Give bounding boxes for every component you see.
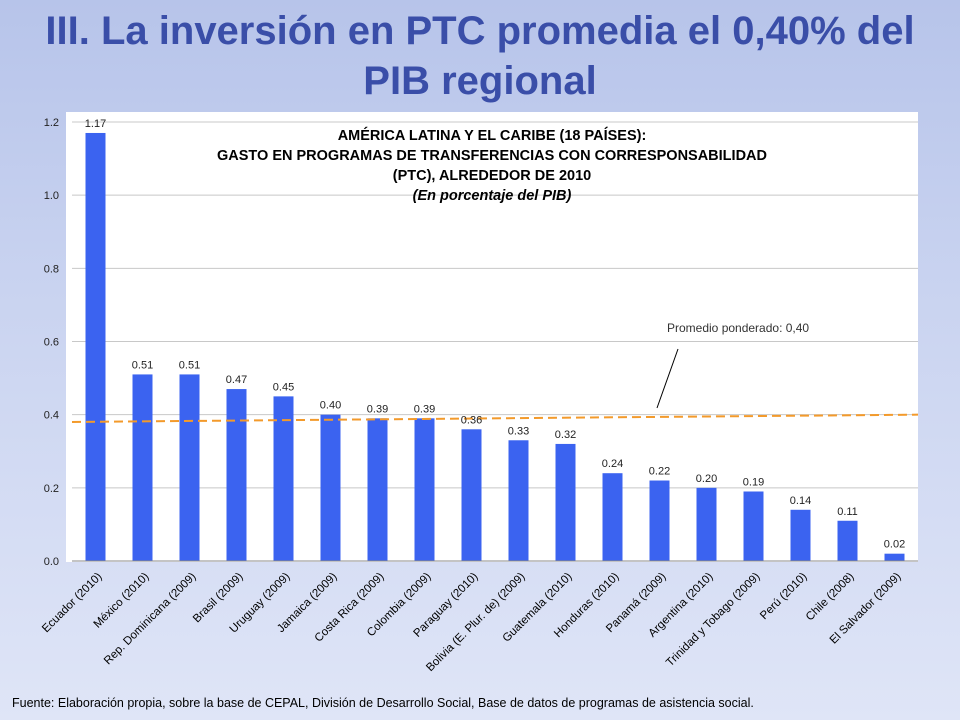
- slide-title: III. La inversión en PTC promedia el 0,4…: [0, 6, 960, 106]
- bar: [696, 487, 717, 561]
- x-tick-label: Trinidad y Tobago (2009): [664, 571, 763, 670]
- bar: [884, 553, 905, 561]
- bar: [837, 520, 858, 561]
- y-tick-label: 0.8: [44, 263, 59, 275]
- bar: [179, 374, 200, 561]
- bar: [555, 443, 576, 561]
- bar-value-label: 0.11: [837, 506, 858, 518]
- y-tick-label: 1.0: [44, 190, 59, 202]
- bar-chart: 0.0 0.2 0.4 0.6 0.8 1.0 1.2 Promedio ponderado…: [40, 112, 919, 675]
- average-line-group: Promedio ponderado: 0,40: [71, 321, 919, 423]
- x-tick-label: Bolivia (E. Plur. de) (2009): [424, 571, 528, 675]
- bar-value-label: 0.39: [367, 403, 388, 415]
- bar-value-label: 0.33: [508, 425, 529, 437]
- bar: [320, 414, 341, 561]
- plot-area: [66, 112, 918, 562]
- bar-value-label: 0.45: [273, 381, 294, 393]
- x-tick-label: Chile (2008): [804, 571, 857, 624]
- chart-title-line: (PTC), ALREDEDOR DE 2010: [393, 168, 591, 184]
- bar-value-label: 0.24: [602, 458, 623, 470]
- chart-title-line: AMÉRICA LATINA Y EL CARIBE (18 PAÍSES):: [338, 127, 647, 144]
- bar-value-label: 0.19: [743, 476, 764, 488]
- bar: [743, 491, 764, 561]
- source-footnote: Fuente: Elaboración propia, sobre la bas…: [12, 696, 754, 710]
- chart-title-block: AMÉRICA LATINA Y EL CARIBE (18 PAÍSES): G…: [217, 127, 767, 204]
- bar: [602, 473, 623, 561]
- bar-value-label: 1.17: [85, 118, 106, 130]
- bar: [132, 374, 153, 561]
- bar: [226, 389, 247, 561]
- y-tick-label: 0.2: [44, 483, 59, 495]
- bar: [790, 509, 811, 561]
- bar: [461, 429, 482, 561]
- bar-value-label: 0.40: [320, 400, 341, 412]
- chart-subtitle: (En porcentaje del PIB): [413, 188, 572, 204]
- slide-title-line1: III. La inversión en PTC promedia el 0,4…: [45, 9, 915, 53]
- average-line: [71, 413, 919, 423]
- bar-value-label: 0.14: [790, 495, 811, 507]
- bar-value-label: 0.22: [649, 466, 670, 478]
- value-labels: 1.17 0.51 0.51 0.47 0.45 0.40 0.39 0.39 0.36 0.33…: [85, 118, 905, 551]
- slide-title-line2: PIB regional: [363, 59, 597, 103]
- bar-value-label: 0.36: [461, 414, 482, 426]
- x-tick-label: Perú (2010): [758, 571, 810, 623]
- bar-value-label: 0.51: [179, 359, 200, 371]
- bar-value-label: 0.32: [555, 429, 576, 441]
- y-tick-label: 1.2: [44, 117, 59, 129]
- chart-title-line: GASTO EN PROGRAMAS DE TRANSFERENCIAS CON…: [217, 148, 767, 164]
- bar-value-label: 0.02: [884, 539, 905, 551]
- grid-lines: [72, 121, 918, 489]
- bar-value-label: 0.47: [226, 374, 247, 386]
- x-axis-labels: Ecuador (2010)México (2010)Rep. Dominica…: [40, 571, 904, 675]
- bar: [367, 418, 388, 561]
- bar: [273, 396, 294, 561]
- x-tick-label: Rep. Dominicana (2009): [102, 571, 199, 668]
- bar-value-label: 0.20: [696, 473, 717, 485]
- average-callout-line: [656, 348, 679, 409]
- average-label: Promedio ponderado: 0,40: [667, 321, 809, 335]
- y-axis-ticks: 0.0 0.2 0.4 0.6 0.8 1.0 1.2: [44, 117, 59, 568]
- bar-value-label: 0.51: [132, 359, 153, 371]
- bar: [414, 418, 435, 561]
- bar: [85, 132, 106, 561]
- y-tick-label: 0.4: [44, 410, 59, 422]
- y-tick-label: 0.0: [44, 556, 59, 568]
- bar: [508, 440, 529, 561]
- bar-value-label: 0.39: [414, 403, 435, 415]
- bar: [649, 480, 670, 561]
- y-tick-label: 0.6: [44, 337, 59, 349]
